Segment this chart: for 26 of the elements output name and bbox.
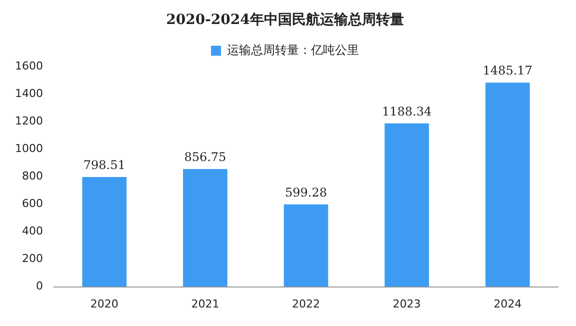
y-tick-label: 0	[36, 280, 43, 293]
legend-label: 运输总周转量：亿吨公里	[227, 42, 359, 57]
data-label: 798.51	[83, 158, 126, 172]
bar	[485, 82, 530, 287]
y-tick-label: 1600	[14, 60, 43, 73]
x-tick-label: 2024	[494, 297, 522, 310]
x-tick-label: 2022	[292, 297, 320, 310]
x-tick-label: 2020	[90, 297, 118, 310]
data-label: 1188.34	[382, 104, 432, 119]
x-tick-label: 2023	[392, 297, 421, 310]
data-label: 599.28	[284, 186, 327, 200]
bar	[82, 177, 127, 287]
y-tick-label: 200	[22, 252, 43, 266]
data-label: 856.75	[184, 150, 226, 164]
bar	[284, 204, 328, 287]
y-tick-label: 600	[22, 197, 43, 210]
y-tick-label: 800	[22, 170, 43, 183]
y-tick-label: 400	[22, 224, 43, 238]
y-tick-label: 1400	[14, 87, 43, 100]
chart-title: 2020-2024年中国民航运输总周转量	[166, 11, 404, 28]
bar	[384, 123, 429, 287]
x-tick-label: 2021	[191, 297, 220, 310]
y-tick-label: 1000	[14, 142, 43, 156]
bar	[183, 168, 228, 287]
y-tick-label: 1200	[14, 114, 43, 128]
data-label: 1485.17	[482, 64, 532, 78]
